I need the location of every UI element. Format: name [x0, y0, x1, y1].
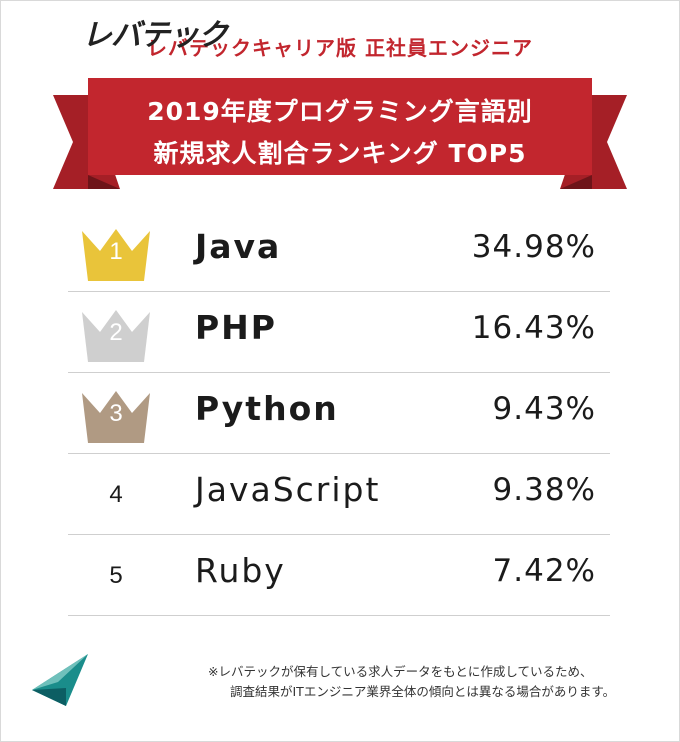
disclaimer-line1: ※レバテックが保有している求人データをもとに作成しているため、 [208, 664, 593, 679]
disclaimer-note: ※レバテックが保有している求人データをもとに作成しているため、 調査結果がITエ… [208, 662, 668, 702]
share-percentage: 9.43% [492, 391, 596, 427]
disclaimer-line2: 調査結果がITエンジニア業界全体の傾向とは異なる場合があります。 [230, 684, 616, 699]
row-divider [68, 534, 610, 535]
language-name: JavaScript [195, 470, 381, 509]
silver-crown-icon [82, 310, 150, 362]
row-divider [68, 615, 610, 616]
crown-shape-2 [82, 310, 150, 362]
gold-crown-icon [82, 229, 150, 281]
language-name: PHP [195, 308, 277, 347]
row-divider [68, 453, 610, 454]
row-divider [68, 291, 610, 292]
rank-number: 1 [109, 238, 123, 265]
share-percentage: 16.43% [471, 310, 596, 346]
crown-shape-3 [82, 391, 150, 443]
ranking-row-4: 4 JavaScript 9.38% [68, 454, 610, 535]
crown-shape-1 [82, 229, 150, 281]
language-name: Ruby [195, 551, 286, 590]
rank-number: 5 [109, 562, 123, 589]
banner-title-line2: 新規求人割合ランキング TOP5 [153, 139, 527, 168]
ranking-row-2: 2 PHP 16.43% [68, 292, 610, 373]
share-percentage: 9.38% [492, 472, 596, 508]
bronze-crown-icon [82, 391, 150, 443]
banner-main [88, 78, 592, 175]
banner-left-fold [88, 175, 120, 189]
share-percentage: 34.98% [471, 229, 596, 265]
rank-number: 4 [109, 481, 123, 508]
logo-wordmark: レバテック [82, 18, 228, 53]
banner-right-fold [560, 175, 592, 189]
subtitle: レバテックキャリア版 正社員エンジニア [147, 36, 533, 60]
language-name: Java [195, 227, 282, 266]
share-percentage: 7.42% [492, 553, 596, 589]
ranking-row-1: 1 Java 34.98% [68, 211, 610, 292]
levtech-logo [32, 654, 88, 706]
language-name: Python [195, 389, 339, 428]
ranking-row-3: 3 Python 9.43% [68, 373, 610, 454]
rank-number: 2 [109, 319, 123, 346]
title-banner [53, 78, 627, 189]
banner-title-line1: 2019年度プログラミング言語別 [147, 97, 533, 126]
row-divider [68, 372, 610, 373]
ranking-row-5: 5 Ruby 7.42% [68, 535, 610, 616]
rank-number: 3 [109, 400, 123, 427]
